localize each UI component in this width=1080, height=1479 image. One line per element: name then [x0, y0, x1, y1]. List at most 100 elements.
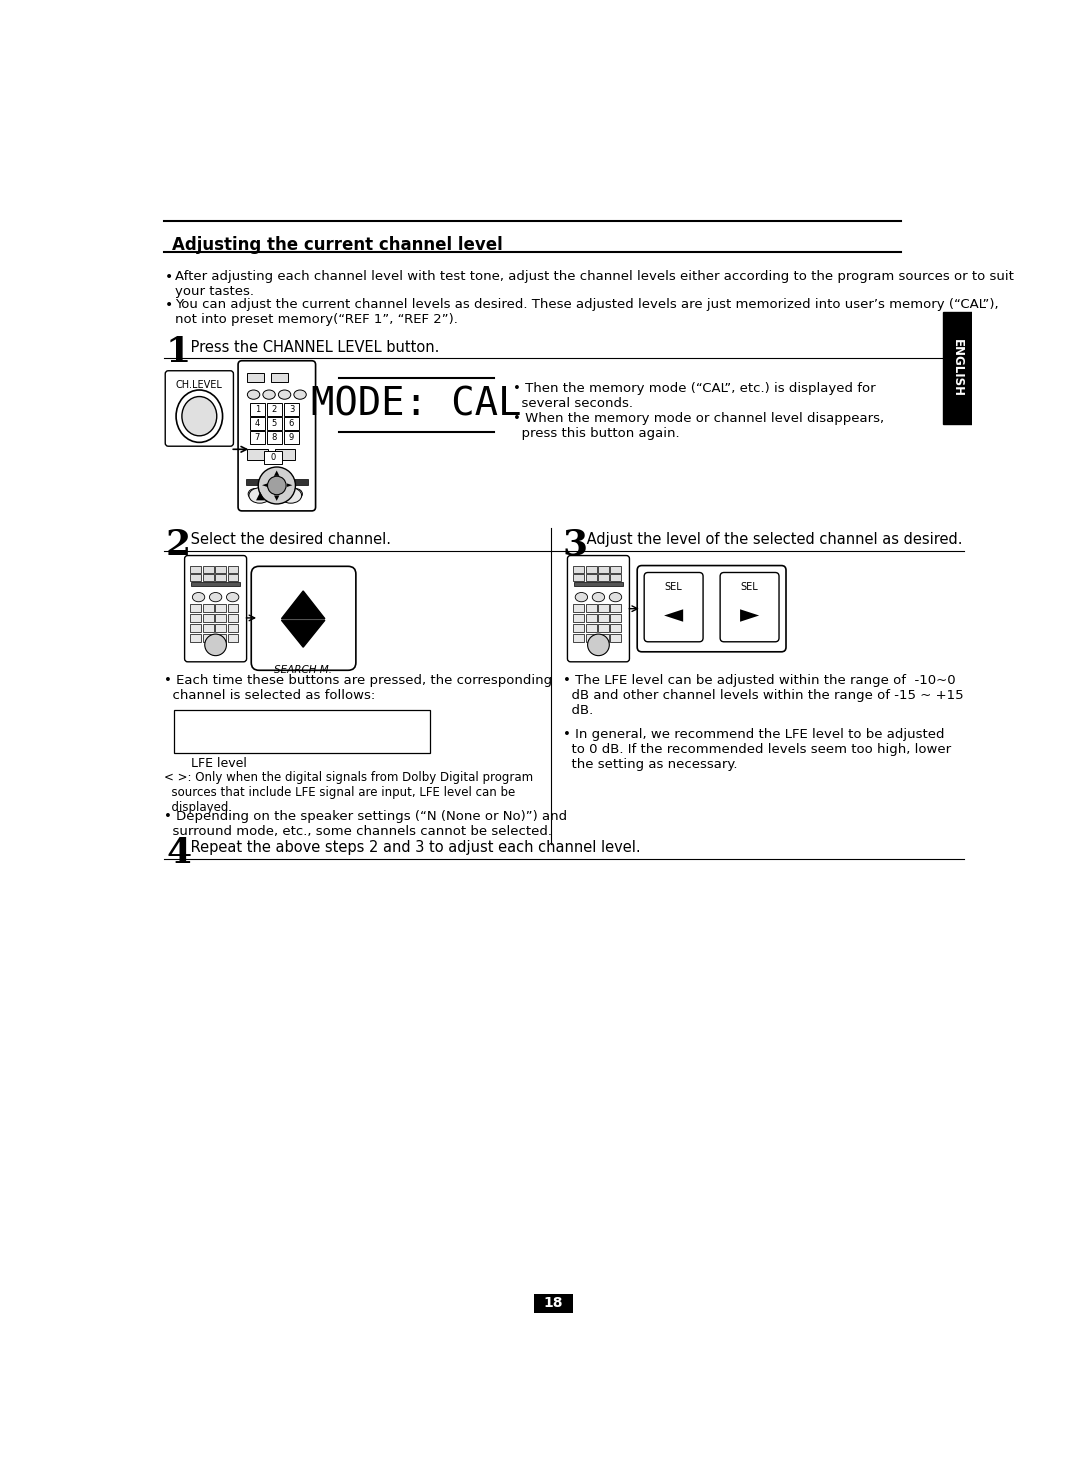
FancyBboxPatch shape — [228, 614, 239, 623]
FancyBboxPatch shape — [203, 605, 214, 612]
FancyBboxPatch shape — [573, 614, 584, 623]
FancyBboxPatch shape — [228, 605, 239, 612]
FancyBboxPatch shape — [610, 624, 621, 632]
Ellipse shape — [192, 593, 205, 602]
Text: 4: 4 — [255, 419, 260, 427]
Text: → REF 1, 2 (or CAL) ↔ FL ↔ C ↔ FR ←: → REF 1, 2 (or CAL) ↔ FL ↔ C ↔ FR ← — [180, 714, 409, 728]
FancyBboxPatch shape — [610, 566, 621, 572]
Text: < >: Only when the digital signals from Dolby Digital program
  sources that inc: < >: Only when the digital signals from … — [164, 771, 534, 813]
Text: SEL: SEL — [665, 583, 683, 592]
Ellipse shape — [210, 593, 221, 602]
FancyBboxPatch shape — [165, 371, 233, 447]
Ellipse shape — [576, 593, 588, 602]
FancyBboxPatch shape — [598, 634, 609, 642]
FancyBboxPatch shape — [215, 574, 226, 581]
Text: 3: 3 — [563, 528, 588, 562]
FancyBboxPatch shape — [585, 574, 596, 581]
Circle shape — [588, 634, 609, 655]
Text: After adjusting each channel level with test tone, adjust the channel levels eit: After adjusting each channel level with … — [175, 269, 1014, 297]
FancyBboxPatch shape — [215, 605, 226, 612]
FancyBboxPatch shape — [267, 404, 282, 416]
Text: You can adjust the current channel levels as desired. These adjusted levels are : You can adjust the current channel level… — [175, 297, 999, 325]
FancyBboxPatch shape — [203, 614, 214, 623]
FancyBboxPatch shape — [185, 556, 246, 661]
FancyBboxPatch shape — [251, 417, 265, 430]
Ellipse shape — [176, 390, 222, 442]
FancyBboxPatch shape — [203, 634, 214, 642]
Bar — [573, 581, 623, 586]
FancyBboxPatch shape — [275, 448, 296, 460]
FancyBboxPatch shape — [598, 574, 609, 581]
FancyBboxPatch shape — [267, 432, 282, 444]
FancyBboxPatch shape — [252, 566, 356, 670]
Ellipse shape — [262, 390, 275, 399]
FancyBboxPatch shape — [585, 566, 596, 572]
Text: •: • — [164, 269, 173, 284]
FancyBboxPatch shape — [228, 574, 239, 581]
Text: SEL: SEL — [741, 583, 758, 592]
FancyBboxPatch shape — [271, 373, 287, 382]
FancyBboxPatch shape — [215, 624, 226, 632]
Circle shape — [205, 634, 227, 655]
Bar — [191, 581, 241, 586]
FancyBboxPatch shape — [215, 614, 226, 623]
FancyBboxPatch shape — [247, 373, 265, 382]
Text: ▲: ▲ — [256, 491, 264, 500]
FancyBboxPatch shape — [228, 566, 239, 572]
Text: ►: ► — [740, 603, 759, 627]
Text: 18: 18 — [543, 1296, 564, 1310]
FancyBboxPatch shape — [637, 565, 786, 652]
Circle shape — [268, 476, 286, 494]
FancyBboxPatch shape — [190, 624, 201, 632]
FancyBboxPatch shape — [598, 605, 609, 612]
Text: 2: 2 — [166, 528, 191, 562]
Text: SEARCH M.: SEARCH M. — [274, 666, 333, 674]
FancyBboxPatch shape — [284, 417, 299, 430]
FancyBboxPatch shape — [203, 574, 214, 581]
Text: 9: 9 — [289, 433, 294, 442]
Polygon shape — [282, 620, 325, 648]
Text: MODE: CAL: MODE: CAL — [311, 386, 522, 423]
Text: Press the CHANNEL LEVEL button.: Press the CHANNEL LEVEL button. — [186, 340, 440, 355]
FancyBboxPatch shape — [215, 566, 226, 572]
Ellipse shape — [248, 488, 262, 500]
FancyBboxPatch shape — [585, 634, 596, 642]
FancyBboxPatch shape — [573, 624, 584, 632]
FancyBboxPatch shape — [190, 566, 201, 572]
Ellipse shape — [592, 593, 605, 602]
FancyBboxPatch shape — [228, 624, 239, 632]
FancyBboxPatch shape — [573, 634, 584, 642]
FancyBboxPatch shape — [174, 710, 430, 753]
Text: 6: 6 — [288, 419, 294, 427]
FancyBboxPatch shape — [610, 634, 621, 642]
Ellipse shape — [248, 488, 271, 503]
Ellipse shape — [227, 593, 239, 602]
Text: • Each time these buttons are pressed, the corresponding
  channel is selected a: • Each time these buttons are pressed, t… — [164, 674, 553, 703]
FancyBboxPatch shape — [567, 556, 630, 661]
FancyBboxPatch shape — [267, 417, 282, 430]
FancyBboxPatch shape — [284, 404, 299, 416]
Text: ENGLISH: ENGLISH — [951, 339, 964, 396]
Text: • The LFE level can be adjusted within the range of  -10~0
  dB and other channe: • The LFE level can be adjusted within t… — [563, 674, 963, 717]
FancyBboxPatch shape — [585, 614, 596, 623]
FancyBboxPatch shape — [247, 448, 268, 460]
FancyBboxPatch shape — [251, 432, 265, 444]
FancyBboxPatch shape — [598, 624, 609, 632]
Bar — [246, 479, 308, 485]
FancyBboxPatch shape — [264, 451, 282, 463]
Text: Adjust the level of the selected channel as desired.: Adjust the level of the selected channel… — [582, 532, 962, 547]
FancyBboxPatch shape — [573, 574, 584, 581]
Text: 1: 1 — [166, 336, 191, 370]
Ellipse shape — [181, 396, 217, 436]
Text: ◄: ◄ — [261, 482, 267, 488]
Ellipse shape — [609, 593, 622, 602]
Text: 7: 7 — [255, 433, 260, 442]
Ellipse shape — [279, 390, 291, 399]
Text: Select the desired channel.: Select the desired channel. — [186, 532, 391, 547]
Text: ▲: ▲ — [274, 470, 280, 476]
FancyBboxPatch shape — [284, 432, 299, 444]
FancyBboxPatch shape — [573, 605, 584, 612]
Ellipse shape — [288, 488, 302, 500]
Text: 3: 3 — [288, 405, 294, 414]
FancyBboxPatch shape — [644, 572, 703, 642]
